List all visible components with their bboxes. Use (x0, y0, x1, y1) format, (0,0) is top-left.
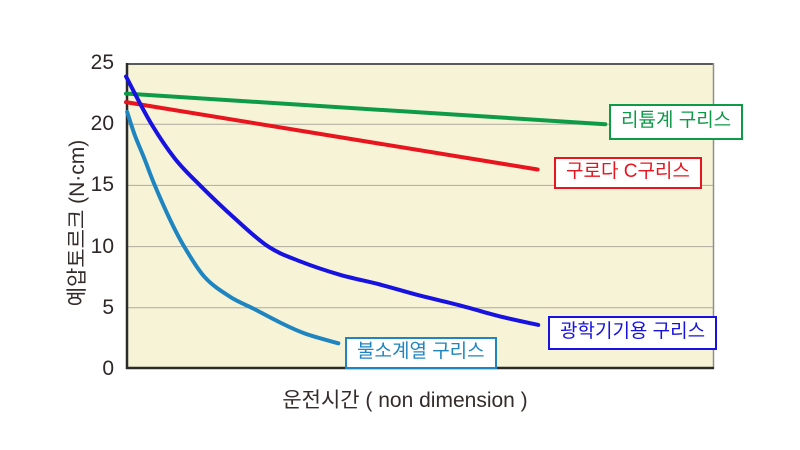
y-tick-15: 15 (90, 173, 114, 196)
y-tick-5: 5 (102, 296, 114, 319)
series-line-3 (125, 109, 341, 346)
y-tick-0: 0 (102, 357, 114, 380)
y-tick-20: 20 (90, 112, 114, 135)
series-label-kuroda-c-grease: 구로다 C구리스 (554, 157, 702, 189)
series-line-0 (124, 91, 608, 127)
series-label-optical-instrument-grease: 광학기기용 구리스 (548, 316, 718, 350)
x-axis-label: 운전시간 ( non dimension ) (282, 389, 528, 412)
y-tick-25: 25 (90, 51, 114, 74)
y-tick-10: 10 (90, 235, 114, 258)
series-line-2 (124, 74, 541, 327)
y-axis-label: 예압토르크 (N·cm) (66, 139, 89, 307)
series-label-fluorine-grease: 불소계열 구리스 (345, 337, 497, 369)
series-label-lithium-grease: 리튬계 구리스 (609, 104, 744, 140)
series-line-1 (124, 100, 540, 172)
